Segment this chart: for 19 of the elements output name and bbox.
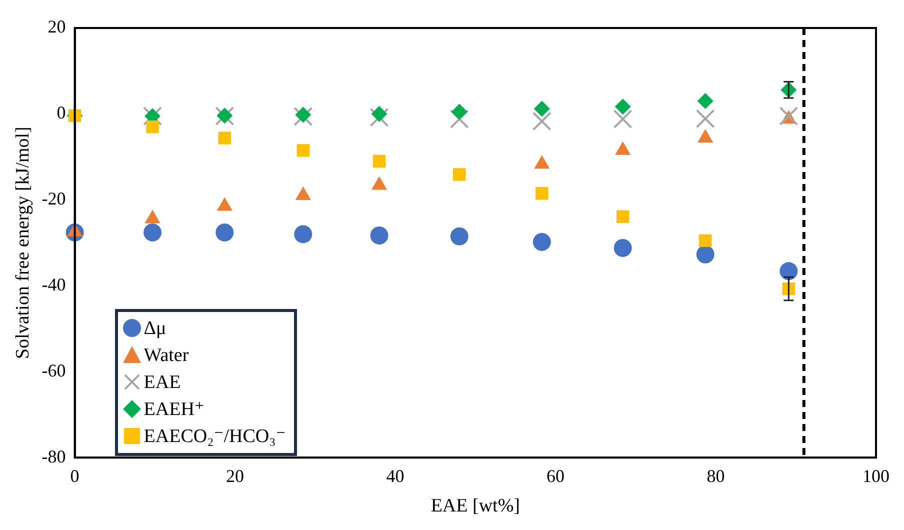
y-tick-label: 20 <box>48 16 66 37</box>
y-tick-label: -20 <box>42 188 66 209</box>
y-tick-label: 0 <box>56 102 66 123</box>
legend-label: EAE <box>144 370 181 395</box>
x-tick-label: 20 <box>226 466 244 486</box>
y-tick-label: -80 <box>42 446 66 466</box>
x-tick-label: 100 <box>862 466 890 486</box>
y-tick-label: -60 <box>42 360 66 380</box>
legend-label: Δμ <box>144 316 166 341</box>
legend-label: Water <box>144 344 189 368</box>
y-axis-title: Solvation free energy [kJ/mol] <box>12 126 34 359</box>
x-tick-label: 60 <box>546 466 565 486</box>
x-tick-label: 80 <box>706 466 725 486</box>
x-tick-label: 0 <box>70 466 80 486</box>
y-tick-label: -40 <box>42 274 66 294</box>
legend-label: EAEH⁺ <box>144 398 204 422</box>
legend-label: EAECO₂⁻/HCO₃⁻ <box>144 424 286 449</box>
x-axis-title: EAE [wt%] <box>430 496 520 517</box>
x-tick-label: 40 <box>386 466 404 486</box>
